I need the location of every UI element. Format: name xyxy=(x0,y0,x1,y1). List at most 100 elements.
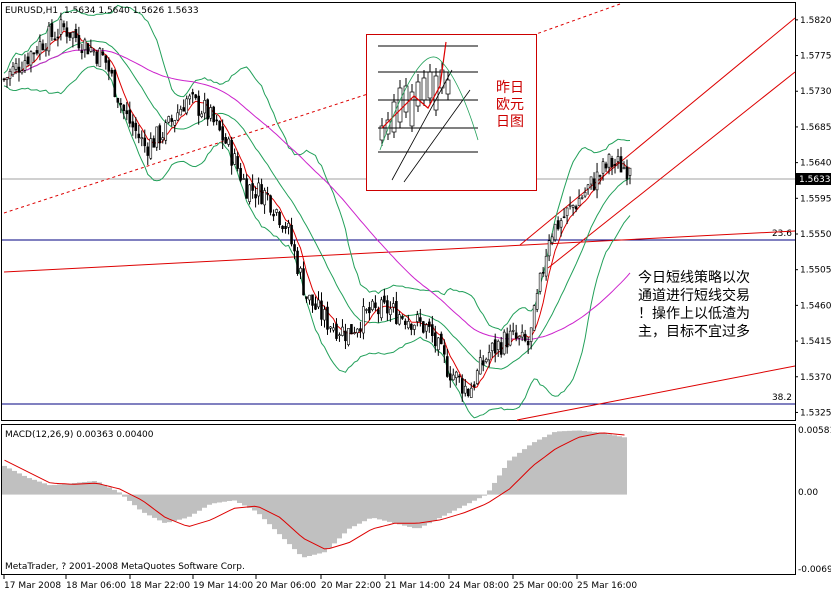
candle xyxy=(466,388,470,398)
macd-bar xyxy=(532,442,537,495)
bollinger-middle xyxy=(3,40,631,370)
candle xyxy=(329,326,332,333)
candle xyxy=(475,368,479,386)
macd-bar xyxy=(327,494,332,549)
macd-bar xyxy=(37,481,42,495)
candle xyxy=(218,120,221,132)
candle xyxy=(293,240,296,260)
candle xyxy=(23,54,27,73)
candle xyxy=(407,314,410,330)
macd-bar xyxy=(317,494,322,554)
candle xyxy=(437,336,440,356)
candle xyxy=(47,22,51,56)
candle xyxy=(236,151,239,172)
candle xyxy=(86,42,90,55)
candle xyxy=(440,331,443,345)
candle xyxy=(233,148,236,165)
candle xyxy=(146,142,150,165)
annotation-line-1: 今日短线策略以次 xyxy=(638,269,750,286)
macd-bar xyxy=(357,494,362,524)
macd-bar xyxy=(602,433,607,495)
candle xyxy=(442,339,446,363)
macd-bar xyxy=(52,485,57,495)
candle xyxy=(350,324,353,335)
macd-bar xyxy=(47,485,52,495)
candle xyxy=(613,158,617,174)
candle xyxy=(179,105,183,116)
candle xyxy=(194,93,197,100)
macd-bar xyxy=(427,494,432,524)
strategy-annotation: 今日短线策略以次 通道进行短线交易 ！操作上以低渣为 主，目标不宜过多 xyxy=(638,269,750,340)
candle xyxy=(622,161,626,170)
macd-bar xyxy=(412,494,417,529)
candle xyxy=(338,332,341,342)
macd-bar xyxy=(487,490,492,495)
candle xyxy=(595,162,599,199)
price-tick-label: 1.5415 xyxy=(800,337,831,347)
candle xyxy=(62,20,66,31)
macd-bar xyxy=(512,456,517,495)
candle xyxy=(469,382,473,398)
candle xyxy=(565,207,569,225)
inset-band-line xyxy=(379,56,479,151)
ohlc-values: 1.5634 1.5640 1.5626 1.5633 xyxy=(64,6,199,16)
macd-bar xyxy=(227,494,232,502)
candle xyxy=(185,95,189,116)
macd-bar xyxy=(472,494,477,501)
macd-bar xyxy=(502,467,507,495)
price-tick-label: 1.5820 xyxy=(800,16,831,26)
macd-bar xyxy=(137,494,142,510)
macd-bar xyxy=(382,494,387,521)
candle xyxy=(101,48,105,56)
macd-bar xyxy=(592,431,597,495)
candle xyxy=(514,324,518,342)
candle xyxy=(454,370,458,386)
candle xyxy=(212,105,215,126)
macd-bar xyxy=(352,494,357,527)
candle xyxy=(583,187,587,198)
candle xyxy=(251,174,254,199)
macd-bar xyxy=(242,494,247,506)
candle xyxy=(526,336,530,354)
macd-bar xyxy=(522,449,527,495)
candle xyxy=(221,119,224,150)
inset-label-line-2: 欧元 xyxy=(496,97,524,113)
candle xyxy=(422,320,425,334)
candle xyxy=(628,167,632,185)
candle xyxy=(2,77,6,82)
candle xyxy=(161,132,165,144)
macd-bar xyxy=(177,494,182,520)
candle xyxy=(128,101,132,128)
inset-ma-line xyxy=(381,41,447,129)
macd-bar xyxy=(497,475,502,495)
candle xyxy=(188,93,192,105)
bottom-trendline xyxy=(516,365,796,421)
macd-bar xyxy=(162,494,167,523)
candle xyxy=(580,194,584,200)
candle xyxy=(89,39,93,53)
time-tick-label: 18 Mar 06:00 xyxy=(66,581,126,591)
macd-bar xyxy=(92,481,97,495)
candlestick-series xyxy=(2,12,632,402)
macd-bar xyxy=(527,445,532,495)
macd-bar xyxy=(347,494,352,529)
macd-bar xyxy=(42,483,47,495)
price-panel-frame xyxy=(1,2,796,421)
candle xyxy=(544,248,548,281)
candle xyxy=(83,37,87,58)
candle xyxy=(532,304,536,331)
candle xyxy=(116,97,120,109)
macd-bar xyxy=(27,478,32,495)
inset-label-line-1: 昨日 xyxy=(496,80,524,96)
candle xyxy=(487,344,491,368)
macd-bar xyxy=(7,468,12,495)
candle xyxy=(383,288,386,305)
macd-histogram xyxy=(2,430,627,558)
macd-bar xyxy=(107,487,112,495)
candle xyxy=(311,294,314,313)
candle xyxy=(131,114,135,136)
macd-bar xyxy=(547,434,552,495)
candle xyxy=(562,208,566,219)
candle xyxy=(299,266,302,280)
